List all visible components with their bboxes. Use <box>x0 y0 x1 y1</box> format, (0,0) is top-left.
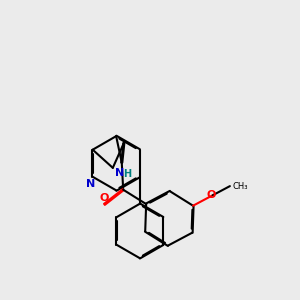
Text: O: O <box>100 194 109 203</box>
Text: N: N <box>86 179 95 189</box>
Text: H: H <box>123 169 131 179</box>
Text: N: N <box>115 168 124 178</box>
Text: O: O <box>206 190 216 200</box>
Text: CH₃: CH₃ <box>233 182 248 190</box>
